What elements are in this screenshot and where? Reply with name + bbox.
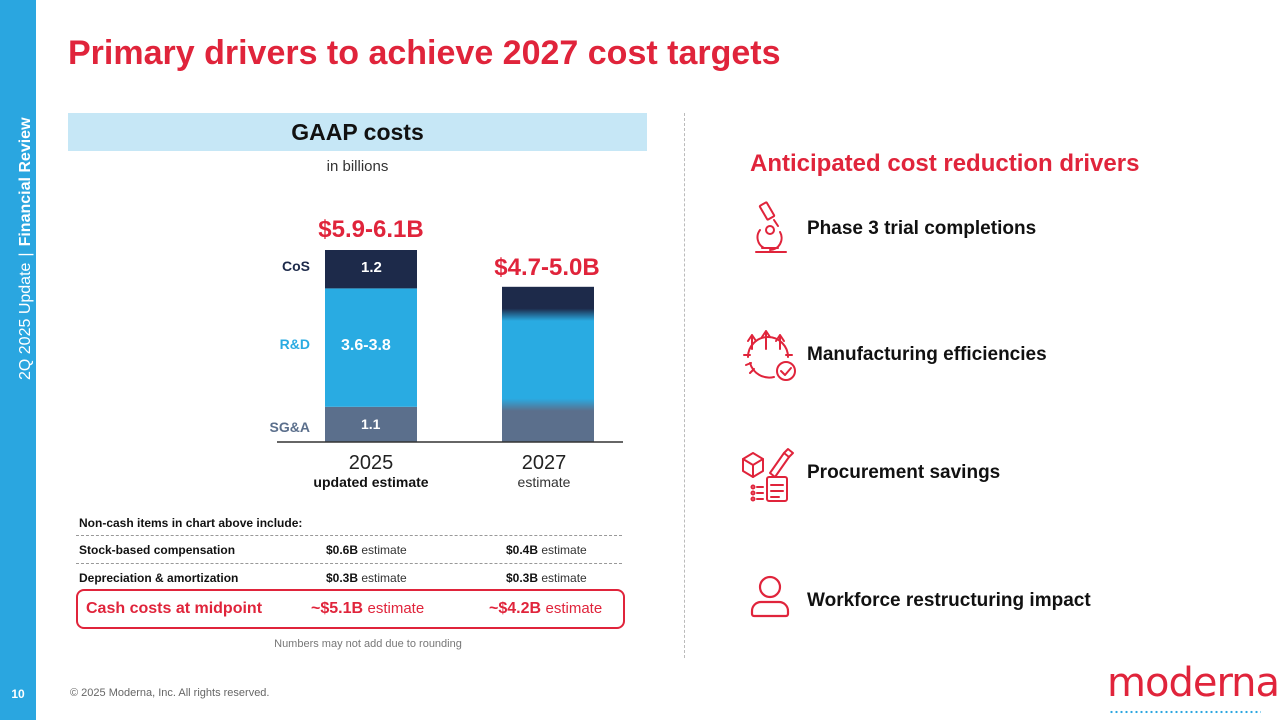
driver-label: Manufacturing efficiencies	[807, 344, 1047, 365]
cash-costs-box: Cash costs at midpoint ~$5.1B estimate ~…	[76, 589, 625, 629]
estimate-suffix: estimate	[545, 600, 603, 617]
driver-label: Phase 3 trial completions	[807, 218, 1037, 239]
bar-total-2027	[502, 286, 594, 442]
estimate-suffix: estimate	[541, 543, 587, 557]
vertical-divider	[684, 113, 685, 658]
row-value-2027: $0.3B estimate	[506, 571, 587, 585]
row-value-2025: $0.3B estimate	[326, 571, 407, 585]
series-label-sga: SG&A	[270, 419, 310, 435]
driver-item-workforce: Workforce restructuring impact	[740, 570, 1260, 630]
table-row: Depreciation & amortization $0.3B estima…	[76, 564, 622, 592]
category-label-2025: 2025	[349, 452, 394, 474]
driver-label: Procurement savings	[807, 462, 1001, 483]
rounding-note: Numbers may not add due to rounding	[274, 638, 462, 650]
row-value-2027: $0.4B estimate	[506, 543, 587, 557]
microscope-icon	[755, 201, 787, 253]
noncash-table: Non-cash items in chart above include: S…	[76, 512, 622, 592]
value: $0.3B	[326, 571, 359, 585]
noncash-table-header: Non-cash items in chart above include:	[76, 512, 622, 536]
driver-label: Workforce restructuring impact	[807, 590, 1091, 611]
logo-dots	[1109, 710, 1261, 714]
sidebar-separator: |	[17, 252, 34, 257]
table-row: Stock-based compensation $0.6B estimate …	[76, 536, 622, 564]
page-number: 10	[11, 687, 25, 701]
gaap-costs-header: GAAP costs	[68, 113, 647, 151]
manufacturing-gear-icon	[743, 330, 796, 381]
category-label-2027: 2027	[522, 452, 567, 474]
series-label-cos: CoS	[282, 258, 310, 274]
gaap-unit-label: in billions	[326, 158, 389, 175]
bar-segment-sga-2025	[325, 406, 417, 442]
driver-item-procurement: Procurement savings	[740, 445, 1260, 505]
estimate-suffix: estimate	[361, 571, 407, 585]
procurement-icon	[742, 448, 794, 502]
category-sublabel-2025: updated estimate	[313, 474, 428, 490]
estimate-suffix: estimate	[541, 571, 587, 585]
total-label-2025: $5.9-6.1B	[318, 216, 423, 243]
cash-costs-label: Cash costs at midpoint	[86, 600, 263, 617]
cash-costs-2027: ~$4.2B estimate	[489, 600, 602, 618]
driver-item-manufacturing: Manufacturing efficiencies	[740, 325, 1260, 385]
data-label-sga-2025: 1.1	[361, 416, 381, 432]
sidebar: 2Q 2025 Update | Financial Review 10	[0, 0, 36, 720]
data-label-rd-2025: 3.6-3.8	[341, 337, 391, 354]
moderna-logo: moderna	[1107, 660, 1280, 706]
bar-segment-rd-2025	[325, 288, 417, 407]
sidebar-section-title: Financial Review	[17, 117, 34, 247]
value: $0.3B	[506, 571, 539, 585]
total-label-2027: $4.7-5.0B	[494, 254, 599, 281]
bar-segment-cos-2025	[325, 250, 417, 289]
series-label-rd: R&D	[280, 336, 310, 352]
copyright: © 2025 Moderna, Inc. All rights reserved…	[70, 687, 270, 699]
category-sublabel-2027: estimate	[518, 474, 571, 490]
cash-costs-2025: ~$5.1B estimate	[311, 600, 424, 618]
value: ~$4.2B	[489, 600, 542, 617]
estimate-suffix: estimate	[361, 543, 407, 557]
row-label: Stock-based compensation	[79, 543, 236, 557]
page-title: Primary drivers to achieve 2027 cost tar…	[68, 34, 781, 72]
row-value-2025: $0.6B estimate	[326, 543, 407, 557]
estimate-suffix: estimate	[367, 600, 425, 617]
drivers-title: Anticipated cost reduction drivers	[750, 150, 1140, 177]
value: ~$5.1B	[311, 600, 364, 617]
sidebar-section-label: 2Q 2025 Update | Financial Review	[17, 117, 35, 380]
value: $0.6B	[326, 543, 359, 557]
value: $0.4B	[506, 543, 539, 557]
gaap-cost-chart: CoS R&D SG&A 1.2 3.6-3.8 1.1 $5.9-6.1B $…	[270, 216, 623, 490]
sidebar-update-label: 2Q 2025 Update	[17, 262, 34, 380]
driver-item-phase3: Phase 3 trial completions	[740, 200, 1260, 260]
person-icon	[750, 575, 790, 618]
row-label: Depreciation & amortization	[79, 571, 239, 585]
data-label-cos-2025: 1.2	[361, 259, 382, 276]
